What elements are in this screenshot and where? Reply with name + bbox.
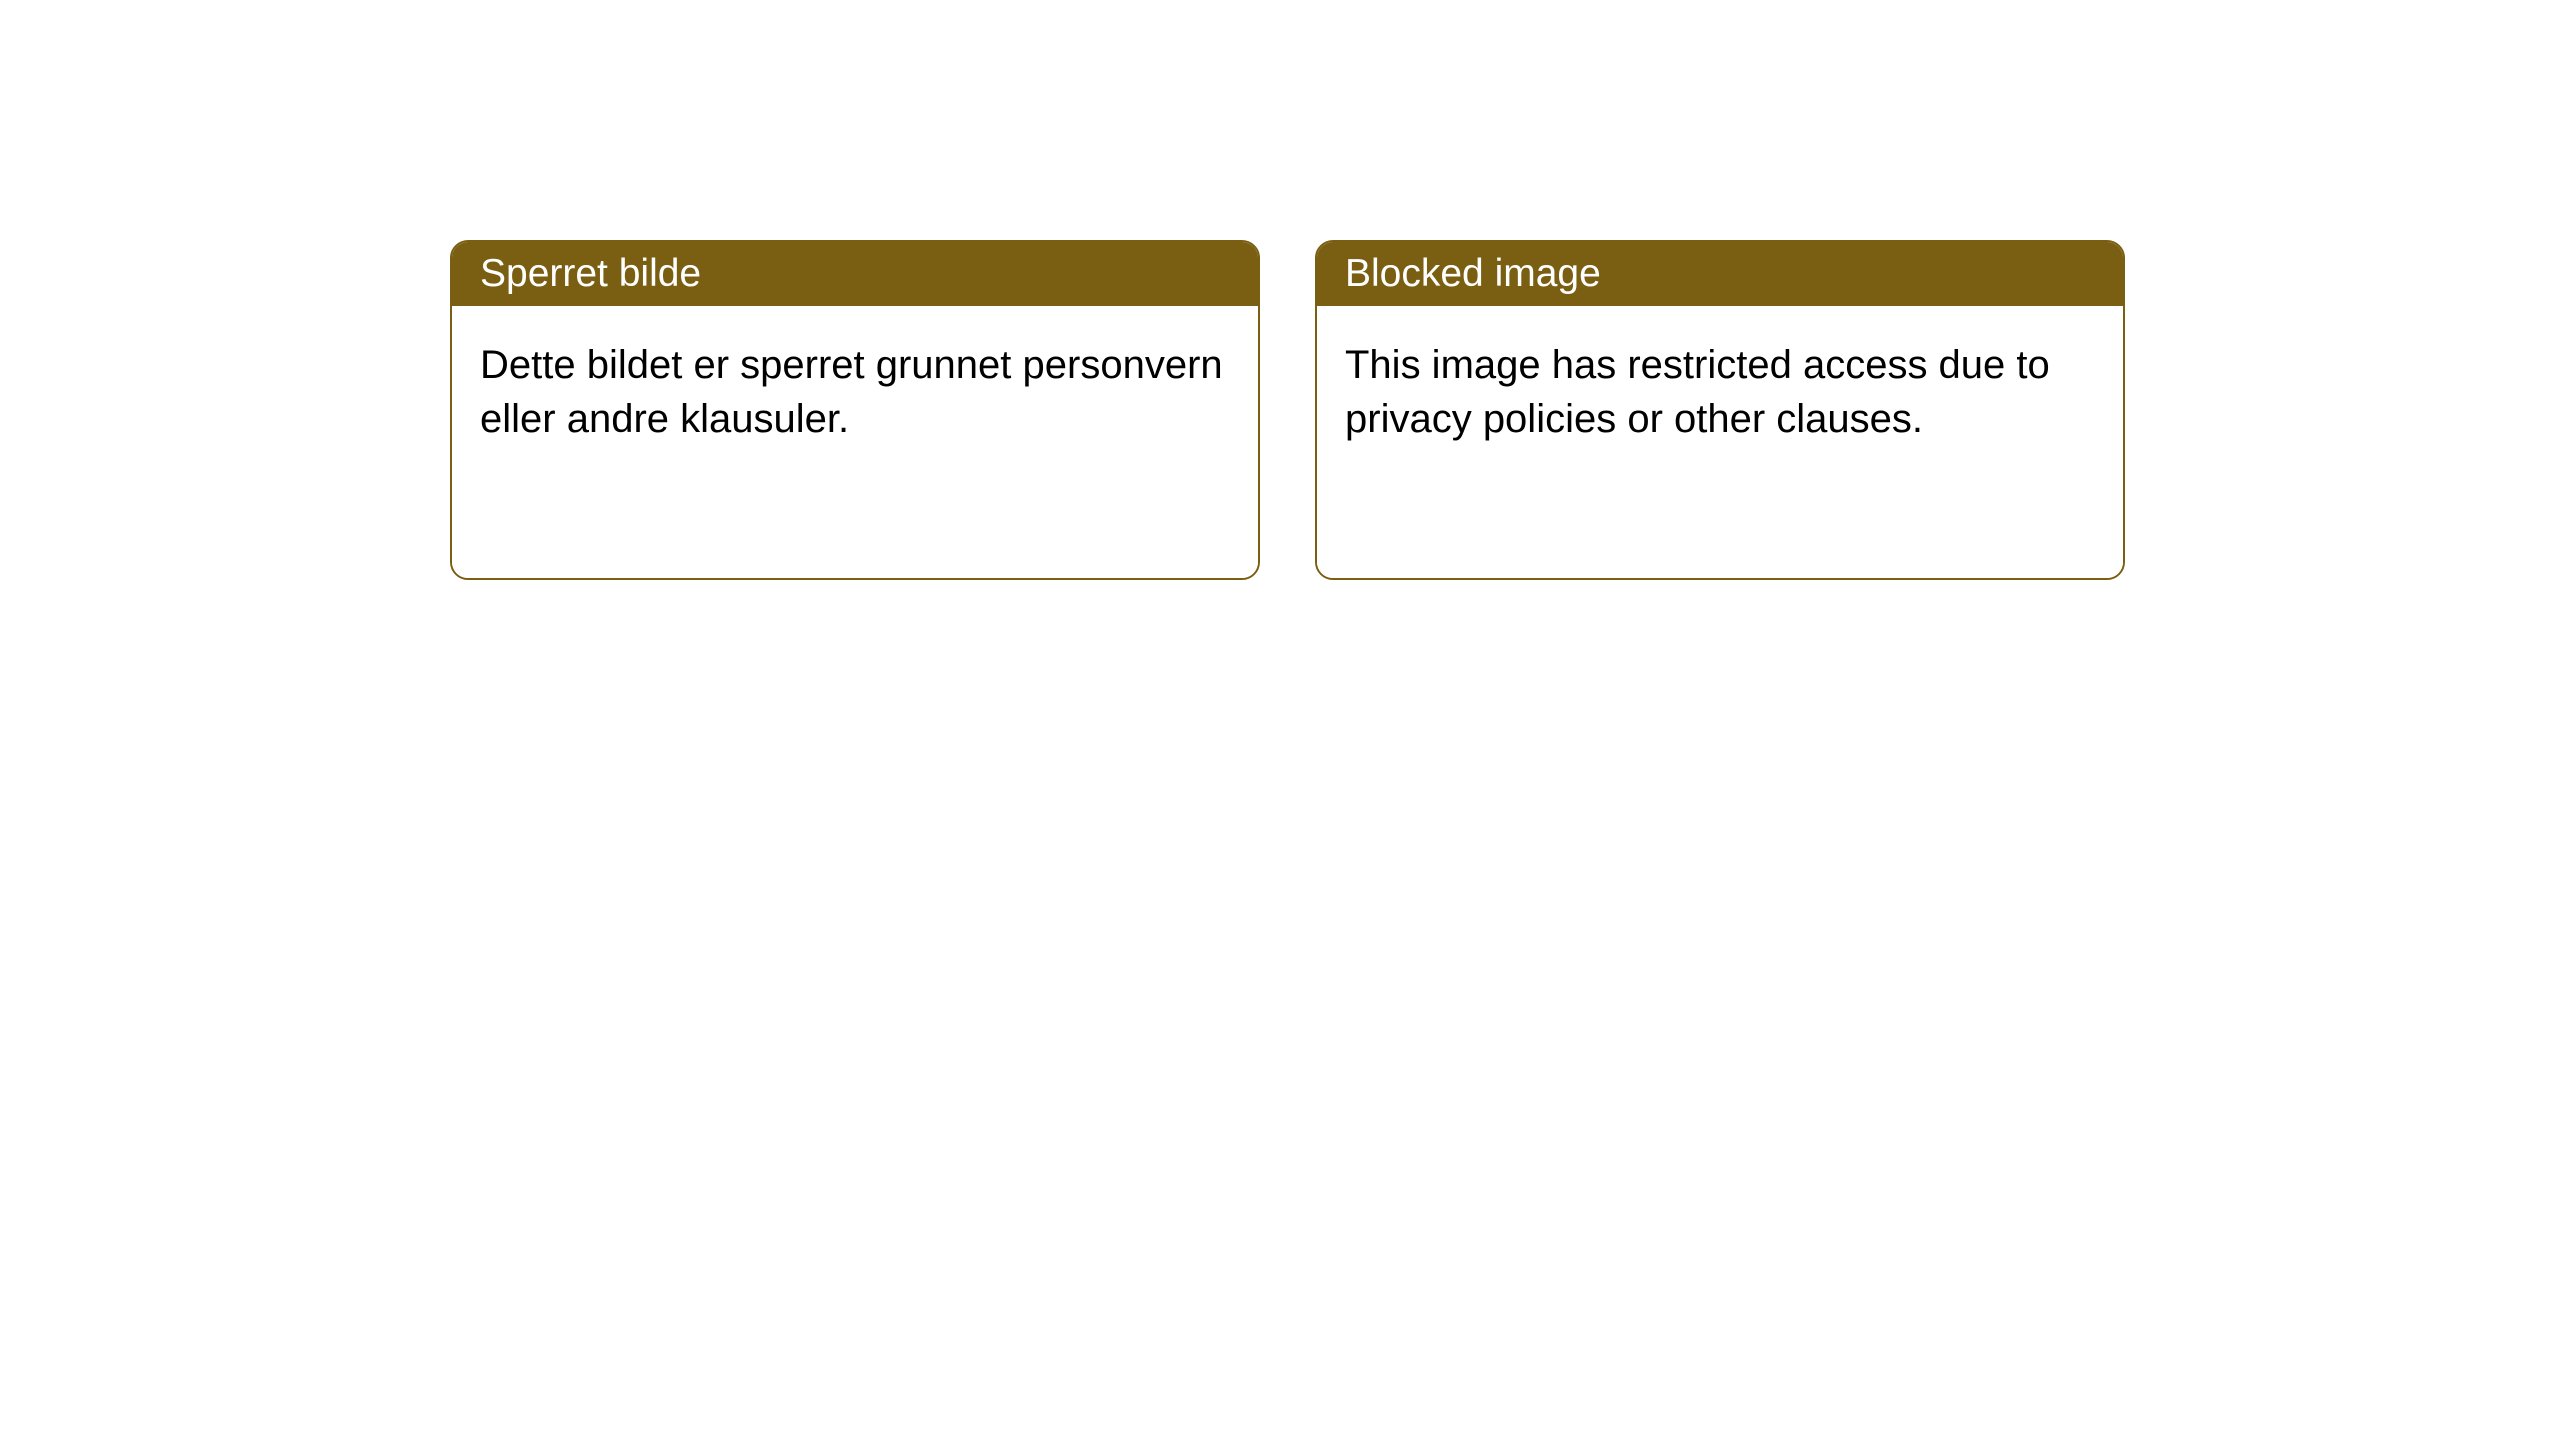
blocked-image-card-en: Blocked image This image has restricted … xyxy=(1315,240,2125,580)
card-body: Dette bildet er sperret grunnet personve… xyxy=(452,306,1258,578)
card-body: This image has restricted access due to … xyxy=(1317,306,2123,578)
card-message: This image has restricted access due to … xyxy=(1345,343,2050,441)
card-title: Blocked image xyxy=(1345,252,1601,295)
card-title: Sperret bilde xyxy=(480,252,701,295)
card-header: Blocked image xyxy=(1317,242,2123,306)
card-header: Sperret bilde xyxy=(452,242,1258,306)
notice-container: Sperret bilde Dette bildet er sperret gr… xyxy=(0,0,2560,580)
card-message: Dette bildet er sperret grunnet personve… xyxy=(480,343,1223,441)
blocked-image-card-no: Sperret bilde Dette bildet er sperret gr… xyxy=(450,240,1260,580)
